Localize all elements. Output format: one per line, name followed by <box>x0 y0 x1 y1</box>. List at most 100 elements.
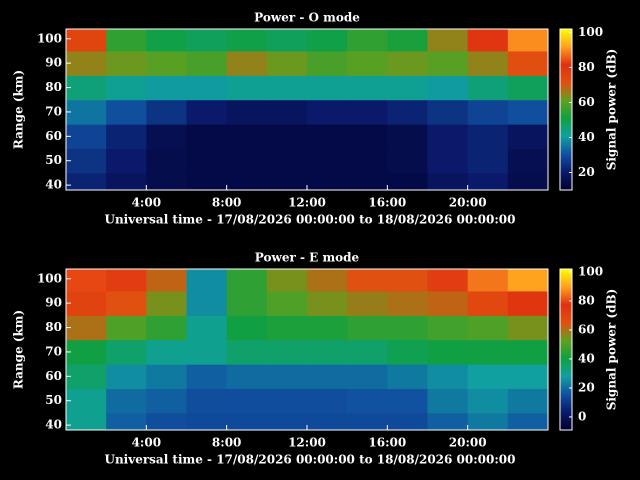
heatmap-cell <box>266 412 308 430</box>
heatmap-cell <box>387 148 428 174</box>
heatmap-cell <box>226 29 268 52</box>
y-tick-label: 50 <box>45 393 62 407</box>
heatmap-cell <box>226 315 268 341</box>
heatmap-cell <box>427 412 469 430</box>
heatmap-cell <box>307 99 348 125</box>
heatmap <box>66 269 548 430</box>
heatmap-cell <box>507 172 548 190</box>
heatmap-cell <box>106 29 147 52</box>
heatmap-cell <box>467 124 509 150</box>
heatmap-cell <box>347 388 388 414</box>
heatmap-cell <box>467 269 509 292</box>
heatmap-cell <box>387 75 428 101</box>
heatmap-cell <box>387 172 428 190</box>
heatmap-cell <box>467 29 509 52</box>
heatmap-cell <box>467 339 509 365</box>
x-axis-label: Universal time - 17/08/2026 00:00:00 to … <box>104 213 515 227</box>
heatmap-cell <box>226 172 268 190</box>
heatmap-cell <box>186 29 228 52</box>
heatmap-cell <box>507 315 548 341</box>
colorbar-tick-label: 0 <box>578 409 586 423</box>
heatmap-cell <box>146 124 187 150</box>
y-tick-label: 40 <box>45 418 62 432</box>
colorbar-label: Signal power (dB) <box>605 289 619 411</box>
heatmap-cell <box>106 50 147 76</box>
heatmap-cell <box>226 388 268 414</box>
heatmap-cell <box>307 290 348 316</box>
heatmap-cell <box>146 315 187 341</box>
heatmap-cell <box>146 148 187 174</box>
x-tick-label: 12:00 <box>288 436 326 450</box>
x-tick-label: 16:00 <box>368 436 406 450</box>
y-tick-label: 60 <box>45 369 62 383</box>
heatmap-cell <box>467 99 509 125</box>
heatmap-cell <box>106 290 147 316</box>
heatmap-cell <box>266 315 308 341</box>
heatmap-cell <box>66 75 107 101</box>
heatmap-cell <box>427 75 469 101</box>
heatmap-cell <box>146 99 187 125</box>
heatmap-cell <box>347 50 388 76</box>
heatmap-cell <box>66 339 107 365</box>
heatmap-cell <box>427 315 469 341</box>
heatmap-cell <box>307 315 348 341</box>
heatmap-cell <box>266 29 308 52</box>
heatmap-cell <box>467 50 509 76</box>
colorbar-tick-label: 60 <box>578 95 595 109</box>
heatmap-cell <box>507 412 548 430</box>
heatmap-cell <box>266 99 308 125</box>
heatmap-cell <box>307 148 348 174</box>
heatmap-cell <box>427 388 469 414</box>
y-axis-label: Range (km) <box>12 310 26 389</box>
heatmap-cell <box>266 124 308 150</box>
heatmap-cell <box>146 75 187 101</box>
heatmap-cell <box>106 99 147 125</box>
heatmap-cell <box>387 269 428 292</box>
heatmap-cell <box>66 29 107 52</box>
heatmap-cell <box>347 172 388 190</box>
heatmap-cell <box>226 364 268 390</box>
heatmap-cell <box>226 124 268 150</box>
y-tick-label: 70 <box>45 344 62 358</box>
heatmap-cell <box>146 269 187 292</box>
x-tick-label: 8:00 <box>212 436 241 450</box>
heatmap-cell <box>307 388 348 414</box>
heatmap-cell <box>507 148 548 174</box>
heatmap-cell <box>226 339 268 365</box>
heatmap-cell <box>347 412 388 430</box>
heatmap-cell <box>226 99 268 125</box>
heatmap-cell <box>307 269 348 292</box>
colorbar-tick-label: 40 <box>578 130 595 144</box>
heatmap-cell <box>387 290 428 316</box>
heatmap-cell <box>186 269 228 292</box>
y-axis-label: Range (km) <box>12 70 26 149</box>
heatmap-cell <box>186 315 228 341</box>
heatmap-cell <box>266 148 308 174</box>
x-tick-label: 4:00 <box>132 436 161 450</box>
colorbar-tick-label: 60 <box>578 322 595 336</box>
heatmap-cell <box>347 315 388 341</box>
heatmap-cell <box>226 412 268 430</box>
heatmap-cell <box>106 388 147 414</box>
heatmap-cell <box>467 412 509 430</box>
heatmap-cell <box>387 124 428 150</box>
colorbar-tick-label: 40 <box>578 351 595 365</box>
colorbar-tick-label: 80 <box>578 293 595 307</box>
heatmap-cell <box>507 364 548 390</box>
heatmap-cell <box>307 339 348 365</box>
heatmap-cell <box>106 75 147 101</box>
heatmap-cell <box>146 412 187 430</box>
x-tick-label: 12:00 <box>288 196 326 210</box>
y-tick-label: 90 <box>45 296 62 310</box>
heatmap-cell <box>186 339 228 365</box>
colorbar <box>559 268 573 431</box>
heatmap-cell <box>307 50 348 76</box>
heatmap-cell <box>186 290 228 316</box>
heatmap-cell <box>347 269 388 292</box>
heatmap-cell <box>186 412 228 430</box>
heatmap-cell <box>387 364 428 390</box>
y-tick-label: 90 <box>45 56 62 70</box>
x-tick-label: 20:00 <box>449 196 487 210</box>
heatmap-cell <box>347 148 388 174</box>
